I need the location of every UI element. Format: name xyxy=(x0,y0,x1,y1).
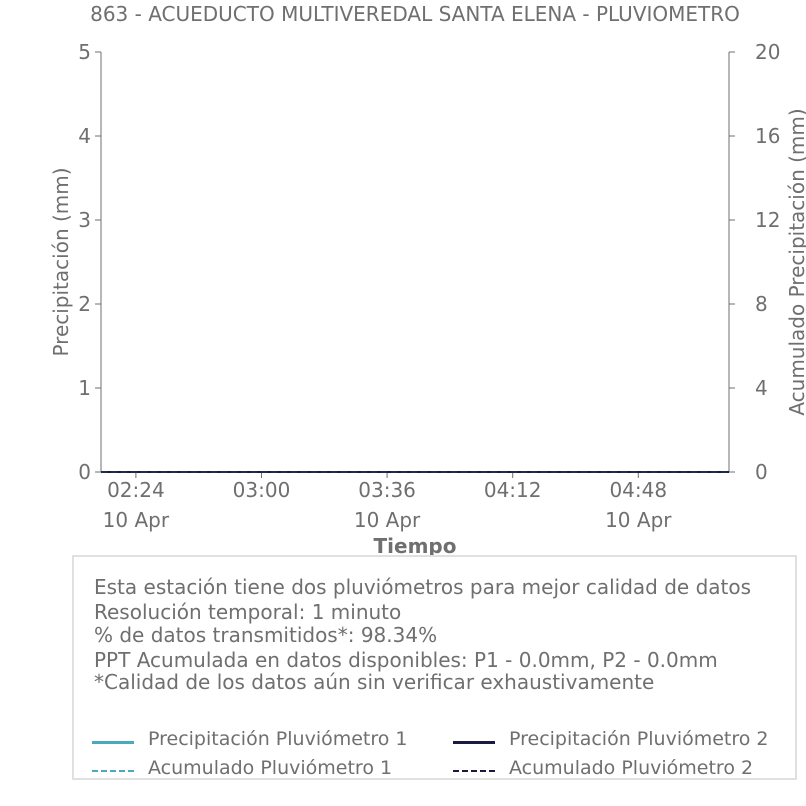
x-axis-label: Tiempo xyxy=(374,534,457,555)
chart-title: 863 - ACUEDUCTO MULTIVEREDAL SANTA ELENA… xyxy=(90,2,740,26)
legend-swatch-precip-2 xyxy=(453,741,495,744)
y-tick-label: 0 xyxy=(78,460,91,484)
y2-axis-label: Acumulado Precipitación (mm) xyxy=(785,108,806,415)
info-line-quality-note: *Calidad de los datos aún sin verificar … xyxy=(94,670,655,694)
legend-swatch-precip-1 xyxy=(92,741,134,744)
x-tick-time-label: 03:00 xyxy=(233,478,291,502)
info-line-stations: Esta estación tiene dos pluviómetros par… xyxy=(94,575,752,599)
rainfall-chart: 863 - ACUEDUCTO MULTIVEREDAL SANTA ELENA… xyxy=(49,2,806,555)
y2-tick-label: 16 xyxy=(755,124,780,148)
y-tick-label: 1 xyxy=(78,376,91,400)
x-tick-time-label: 02:24 xyxy=(107,478,165,502)
y-axis-label: Precipitación (mm) xyxy=(49,167,73,356)
legend-label-precip-2: Precipitación Pluviómetro 2 xyxy=(509,728,769,750)
info-line-resolution: Resolución temporal: 1 minuto xyxy=(94,600,402,624)
y2-tick-label: 0 xyxy=(755,460,768,484)
x-tick-time-label: 04:12 xyxy=(484,478,542,502)
x-tick-time-label: 04:48 xyxy=(609,478,667,502)
legend-label-accum-2: Acumulado Pluviómetro 2 xyxy=(509,757,754,779)
x-tick-time-label: 03:36 xyxy=(358,478,416,502)
info-legend-box: Esta estación tiene dos pluviómetros par… xyxy=(72,555,797,780)
info-line-transmitted: % de datos transmitidos*: 98.34% xyxy=(94,623,438,647)
y-tick-label: 2 xyxy=(78,292,91,316)
y2-tick-label: 8 xyxy=(755,292,768,316)
info-line-accumulated: PPT Acumulada en datos disponibles: P1 -… xyxy=(94,648,718,672)
y2-tick-label: 20 xyxy=(755,40,780,64)
y-tick-label: 4 xyxy=(78,124,91,148)
x-tick-date-label: 10 Apr xyxy=(605,508,672,532)
legend-label-accum-1: Acumulado Pluviómetro 1 xyxy=(148,757,393,779)
legend-label-precip-1: Precipitación Pluviómetro 1 xyxy=(148,728,408,750)
y-tick-label: 3 xyxy=(78,208,91,232)
legend-swatch-accum-1 xyxy=(92,770,134,772)
y2-tick-label: 4 xyxy=(755,376,768,400)
y2-tick-label: 12 xyxy=(755,208,780,232)
legend-swatch-accum-2 xyxy=(453,770,495,772)
x-tick-date-label: 10 Apr xyxy=(103,508,170,532)
x-tick-date-label: 10 Apr xyxy=(354,508,421,532)
y-tick-label: 5 xyxy=(78,40,91,64)
